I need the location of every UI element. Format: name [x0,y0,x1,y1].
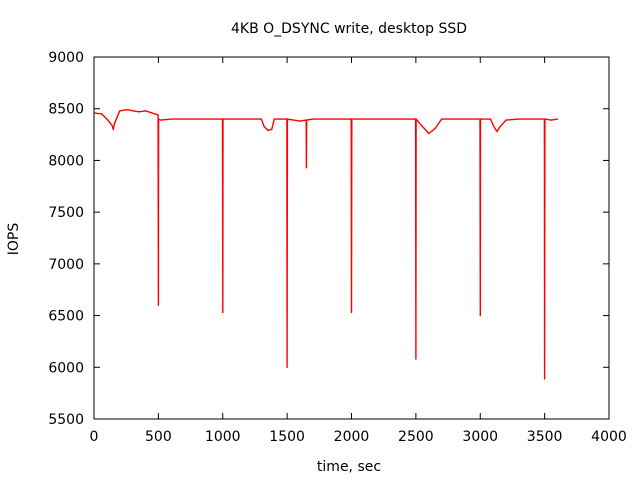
iops-data-point [421,125,423,127]
iops-data-point [273,118,275,120]
iops-data-point [496,130,498,133]
iops-data-point [119,110,121,112]
iops-data-point [305,167,307,169]
iops-data-point [490,118,492,120]
iops-data-point [363,118,365,120]
iops-data-point [351,118,353,120]
x-tick-label: 1500 [269,429,305,445]
iops-data-point [299,120,301,122]
iops-data-point [271,128,273,130]
iops-data-point [126,109,129,111]
iops-data-point [170,118,172,120]
iops-data-point [101,113,103,115]
x-tick-label: 1000 [205,429,241,445]
x-tick-label: 3500 [527,429,563,445]
series-layer [93,108,559,380]
iops-data-point [492,124,494,126]
iops-series-line [93,108,558,380]
iops-data-point [531,118,533,120]
axis-ticks: 0 500 1000 1500 2000 2500 3000 3500 4000 5500 6000… [48,50,626,445]
iops-data-point [260,118,262,120]
plot-frame [93,56,610,420]
iops-data-point [466,118,468,120]
iops-data-point [111,124,113,126]
iops-data-point [479,118,482,120]
iops-data-point [402,118,404,120]
iops-data-point [112,128,114,130]
iops-data-point [235,118,237,120]
x-axis-title: time, sec [317,459,381,475]
x-tick-label: 4000 [591,429,627,445]
iops-data-point [286,366,288,368]
iops-data-point [263,125,265,127]
iops-data-point [325,118,327,120]
iops-data-point [116,116,118,118]
iops-data-point [114,122,116,124]
iops-data-point [157,114,159,116]
iops-data-point [350,311,353,314]
iops-data-point [183,118,185,120]
x-tick-label: 500 [145,429,172,445]
iops-data-point [544,378,546,380]
iops-data-point [338,118,340,120]
x-tick-label: 3000 [462,429,498,445]
iops-data-point [267,129,269,131]
iops-data-point [158,118,160,120]
y-tick-label: 8500 [48,102,84,118]
iops-data-point [293,119,295,121]
y-tick-label: 9000 [48,50,84,66]
iops-data-point [106,118,108,120]
iops-data-point [389,118,391,120]
iops-data-point [132,110,134,112]
iops-data-point [518,118,520,120]
y-tick-label: 6000 [48,360,84,376]
y-tick-label: 8000 [48,153,84,169]
iops-data-point [222,118,224,120]
iops-data-point [247,118,250,120]
y-tick-label: 5500 [48,412,84,428]
x-tick-label: 2000 [334,429,370,445]
x-tick-label: 2500 [398,429,434,445]
iops-data-point [306,119,308,121]
y-tick-label: 6500 [48,309,84,325]
y-tick-label: 7500 [48,205,84,221]
iops-data-point [196,118,198,120]
iops-data-point [209,118,211,120]
iops-data-point [556,118,559,120]
iops-data-point [505,119,507,121]
y-tick-label: 7000 [48,257,84,273]
x-tick-label: 0 [90,429,99,445]
iops-data-point [312,118,314,120]
iops-data-point [453,118,456,120]
iops-data-point [376,118,378,120]
iops-data-point [276,118,278,120]
iops-data-point [160,119,162,121]
iops-data-point [428,132,430,135]
iops-data-point [157,304,159,306]
chart-title: 4KB O_DSYNC write, desktop SSD [231,21,467,37]
iops-data-point [222,311,224,314]
y-axis-title: IOPS [6,223,22,256]
iops-data-point [138,111,140,113]
iops-data-point [550,119,552,121]
iops-data-point [499,126,501,128]
iops-data-point [415,118,417,120]
iops-data-point [544,118,546,120]
iops-data-point [415,358,417,360]
iops-data-point [434,127,436,129]
iops-data-point [479,315,481,317]
iops-data-point [144,110,147,112]
iops-data-point [441,118,443,120]
iops-data-point [151,112,153,114]
iops-data-point [286,118,288,120]
